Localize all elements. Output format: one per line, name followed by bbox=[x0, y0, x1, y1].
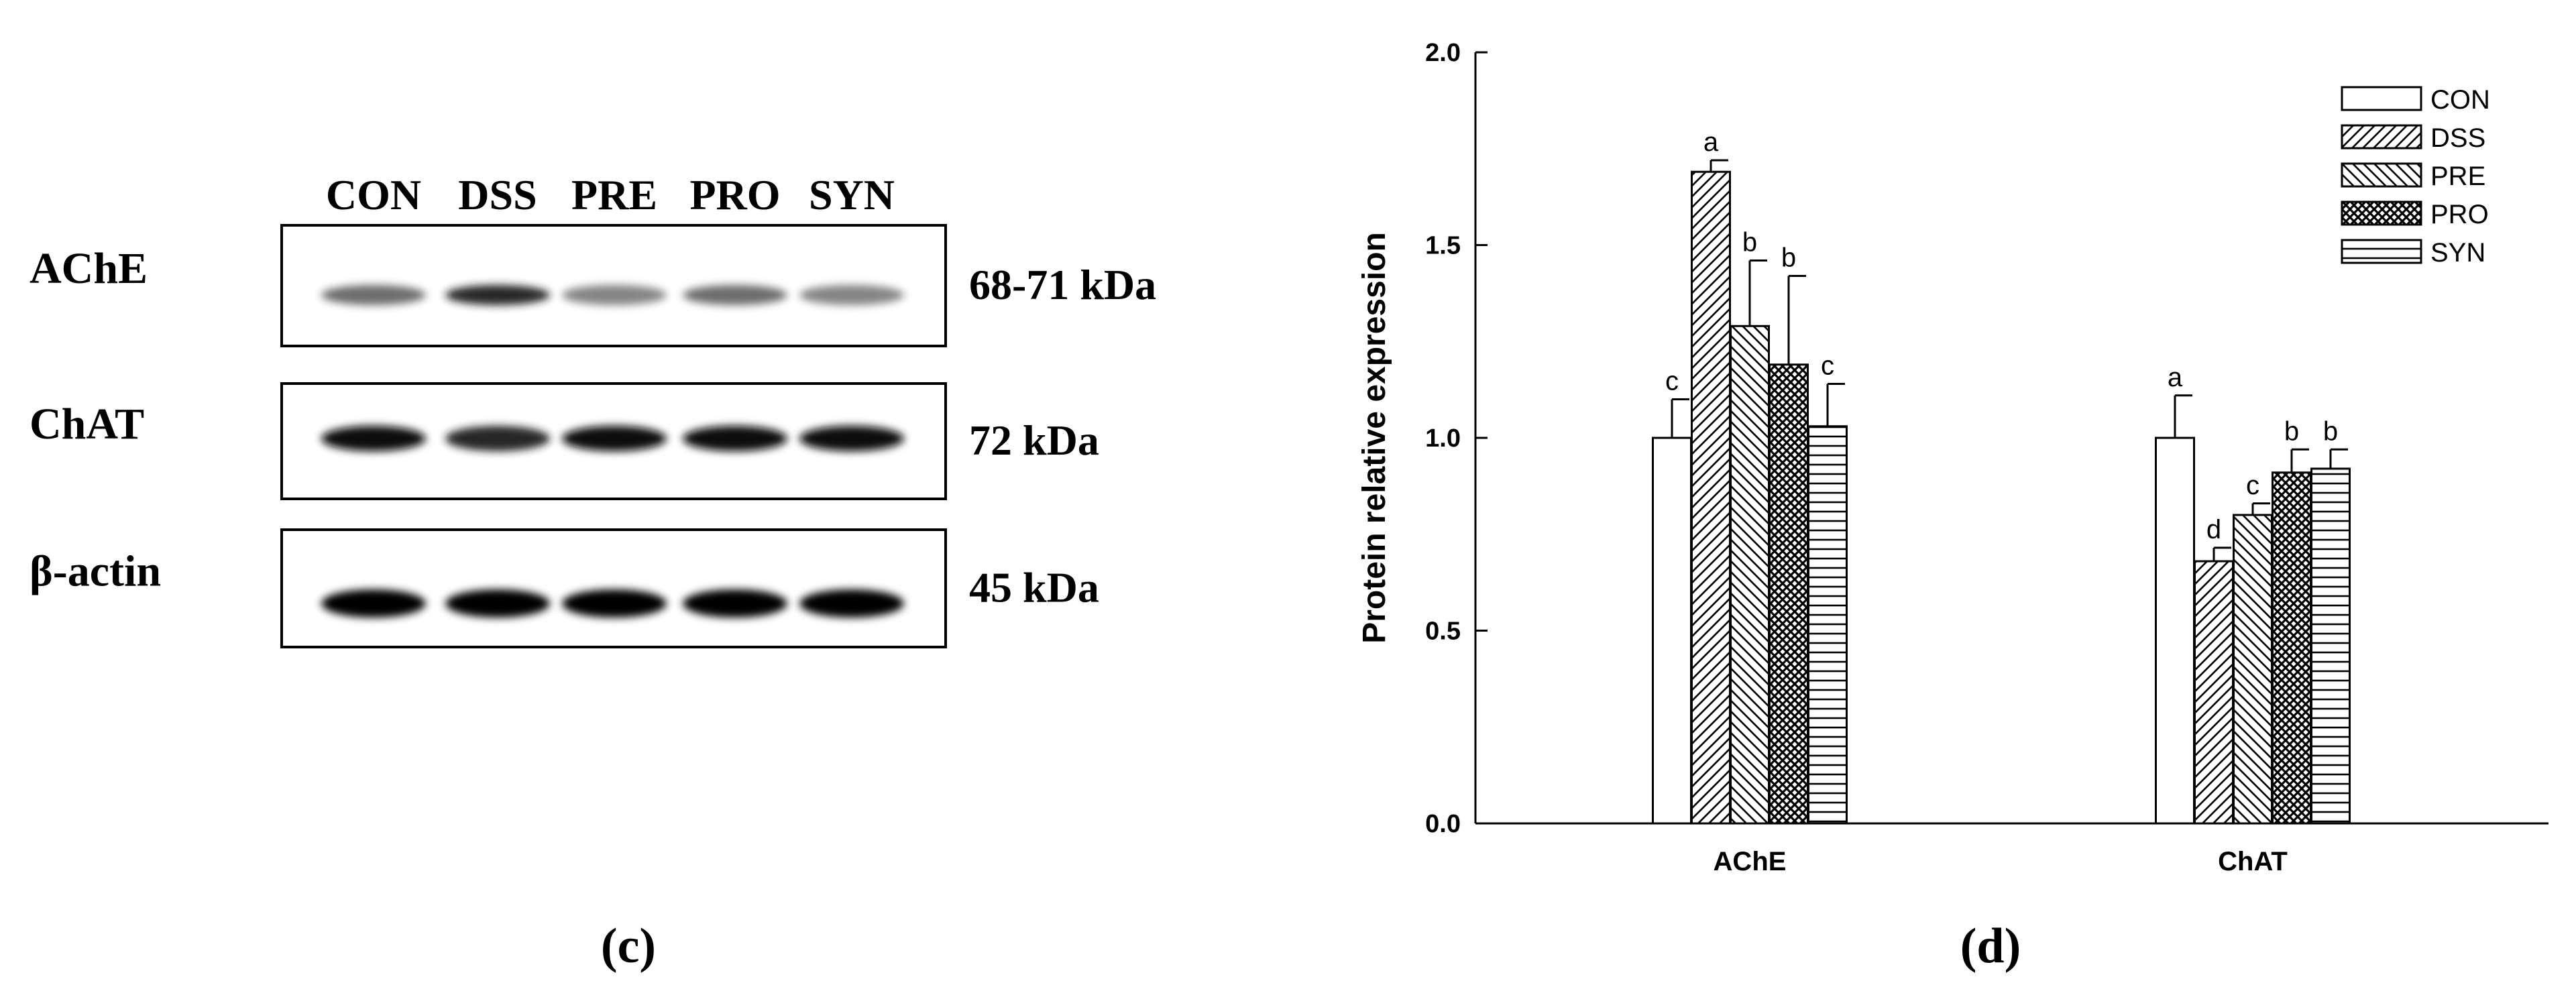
lane-label: CON bbox=[326, 171, 421, 219]
bar bbox=[2272, 471, 2312, 825]
y-tick-label: 0.5 bbox=[1425, 618, 1461, 646]
bar bbox=[2233, 514, 2273, 825]
blot-band bbox=[683, 285, 787, 305]
significance-label: c bbox=[1665, 367, 1679, 396]
bar bbox=[1652, 437, 1692, 825]
panel-d-caption: (d) bbox=[1960, 919, 2021, 974]
bar bbox=[1730, 325, 1770, 825]
legend: CON DSS PRE PRO SYN bbox=[2341, 85, 2490, 268]
bar bbox=[1807, 425, 1848, 825]
lane-label: DSS bbox=[458, 171, 537, 219]
lane-label: SYN bbox=[809, 171, 895, 219]
significance-label: b bbox=[1781, 243, 1796, 273]
y-tick-label: 1.0 bbox=[1425, 424, 1461, 453]
significance-label: a bbox=[1703, 127, 1719, 157]
legend-label: DSS bbox=[2430, 123, 2485, 153]
protein-label: ChAT bbox=[30, 400, 144, 449]
legend-label: CON bbox=[2430, 85, 2490, 115]
legend-swatch bbox=[2341, 162, 2422, 188]
bar bbox=[2155, 437, 2195, 825]
significance-label: b bbox=[2284, 416, 2299, 446]
significance-label: c bbox=[2246, 471, 2259, 500]
blot-band bbox=[321, 426, 426, 451]
y-tick-label: 1.5 bbox=[1425, 232, 1461, 260]
blot-band bbox=[799, 589, 904, 618]
legend-label: SYN bbox=[2430, 238, 2485, 268]
blot-band bbox=[562, 285, 667, 305]
blot-band bbox=[799, 426, 904, 451]
blot-band bbox=[445, 589, 550, 618]
blot-band bbox=[445, 285, 550, 305]
blot-frame bbox=[280, 528, 947, 648]
legend-label: PRO bbox=[2430, 200, 2489, 229]
x-tick-label: AChE bbox=[1714, 847, 1787, 876]
lane-label: PRO bbox=[689, 171, 780, 219]
significance-label: d bbox=[2206, 515, 2221, 544]
size-label: 45 kDa bbox=[969, 564, 1099, 612]
blot-band bbox=[562, 426, 667, 451]
bar bbox=[2310, 467, 2351, 825]
x-tick-label: ChAT bbox=[2218, 847, 2288, 876]
size-label: 68-71 kDa bbox=[969, 261, 1156, 308]
legend-swatch bbox=[2341, 86, 2422, 111]
bar-chart: 0.0 0.5 1.0 1.5 2.0 Protein relative expressi… bbox=[1357, 39, 2549, 876]
legend-swatch bbox=[2341, 124, 2422, 150]
blot-rows: AChE 68-71 kDa ChAT 72 kDa β-actin 45 kDa bbox=[30, 224, 1156, 648]
protein-label: AChE bbox=[30, 244, 148, 293]
size-label: 72 kDa bbox=[969, 416, 1099, 464]
blot-row: AChE 68-71 kDa bbox=[30, 224, 1156, 347]
lane-labels: CON DSS PRE PRO SYN bbox=[326, 171, 895, 219]
blot-band bbox=[562, 589, 667, 618]
significance-label: a bbox=[2168, 363, 2183, 392]
bar bbox=[1769, 363, 1809, 825]
blot-band bbox=[683, 426, 787, 451]
blot-band bbox=[445, 426, 550, 451]
y-tick-label: 0.0 bbox=[1425, 810, 1461, 838]
legend-swatch bbox=[2341, 200, 2422, 226]
blot-band bbox=[321, 285, 426, 305]
legend-swatch bbox=[2341, 239, 2422, 264]
blot-band bbox=[799, 285, 904, 305]
bar bbox=[2194, 560, 2234, 825]
panel-c-caption: (c) bbox=[601, 919, 656, 974]
bar bbox=[1691, 170, 1731, 825]
blot-band bbox=[683, 589, 787, 618]
lane-label: PRE bbox=[571, 171, 657, 219]
blot-row: ChAT 72 kDa bbox=[30, 382, 1099, 500]
y-tick-label: 2.0 bbox=[1425, 39, 1461, 67]
protein-label: β-actin bbox=[30, 547, 161, 596]
bar-chart-panel: 0.0 0.5 1.0 1.5 2.0 Protein relative expressi… bbox=[1357, 39, 2549, 974]
significance-label: b bbox=[1742, 228, 1757, 257]
significance-label: b bbox=[2323, 416, 2338, 446]
significance-label: c bbox=[1821, 351, 1834, 381]
western-blot-panel: CON DSS PRE PRO SYN AChE 68-71 kDa ChAT 72 kDa β… bbox=[30, 171, 1156, 974]
blot-band bbox=[321, 589, 426, 618]
legend-label: PRE bbox=[2430, 162, 2485, 191]
blot-row: β-actin 45 kDa bbox=[30, 528, 1099, 648]
y-axis-label: Protein relative expression bbox=[1357, 232, 1392, 644]
